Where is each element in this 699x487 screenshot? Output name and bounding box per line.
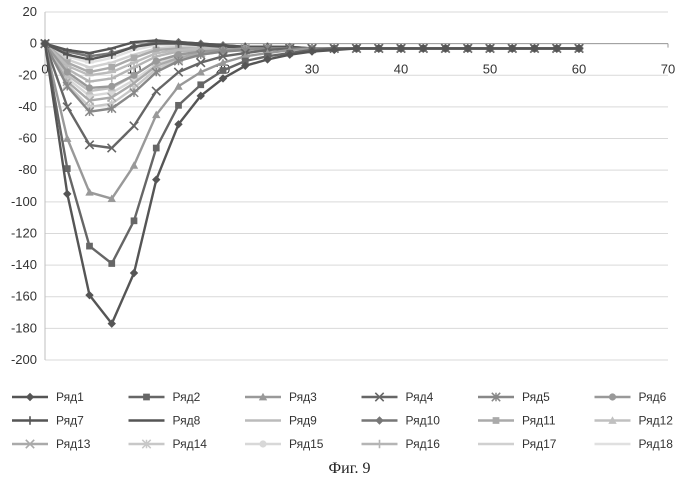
legend-item: Ряд11 [478, 414, 556, 428]
data-point [130, 269, 138, 277]
data-point [197, 81, 204, 88]
legend-label: Ряд13 [56, 437, 91, 451]
data-point [108, 64, 115, 71]
legend-label: Ряд16 [406, 437, 441, 451]
legend-item: Ряд9 [245, 414, 317, 428]
legend-label: Ряд1 [56, 390, 84, 404]
legend-label: Ряд6 [639, 390, 667, 404]
legend-label: Ряд8 [173, 414, 201, 428]
line-chart: 200-20-40-60-80-100-120-140-160-180-2000… [0, 0, 699, 460]
data-point [26, 416, 34, 424]
y-tick-label: -20 [18, 67, 37, 82]
y-tick-label: -200 [11, 352, 37, 367]
series-line [45, 44, 579, 148]
legend-label: Ряд15 [289, 437, 324, 451]
data-point [375, 440, 383, 448]
data-point [26, 393, 34, 401]
data-point [259, 440, 266, 447]
legend-item: Ряд3 [245, 390, 317, 404]
y-tick-label: 20 [23, 4, 37, 19]
legend-item: Ряд7 [12, 414, 84, 428]
legend-label: Ряд2 [173, 390, 201, 404]
x-tick-label: 70 [661, 62, 675, 77]
y-tick-label: -180 [11, 320, 37, 335]
y-tick-label: -40 [18, 99, 37, 114]
data-point [131, 217, 138, 224]
legend-item: Ряд18 [595, 437, 674, 451]
data-point [143, 394, 150, 401]
y-tick-label: -140 [11, 257, 37, 272]
x-tick-label: 30 [305, 62, 319, 77]
legend-item: Ряд13 [12, 437, 91, 451]
data-point [86, 84, 93, 91]
legend-item: Ряд6 [595, 390, 667, 404]
y-tick-label: -100 [11, 194, 37, 209]
x-tick-label: 60 [572, 62, 586, 77]
legend-item: Ряд2 [129, 390, 201, 404]
data-point [108, 260, 115, 267]
legend-label: Ряд12 [639, 414, 674, 428]
legend-label: Ряд3 [289, 390, 317, 404]
data-point [130, 72, 137, 79]
data-point [493, 417, 500, 424]
legend-item: Ряд1 [12, 390, 84, 404]
legend-item: Ряд10 [362, 414, 441, 428]
data-point [130, 88, 138, 96]
legend-item: Ряд15 [245, 437, 324, 451]
data-point [152, 87, 160, 95]
data-point [375, 416, 383, 424]
data-point [86, 243, 93, 250]
series-group [41, 38, 583, 328]
x-tick-label: 50 [483, 62, 497, 77]
data-point [609, 393, 616, 400]
data-point [130, 122, 138, 130]
y-tick-label: -120 [11, 225, 37, 240]
y-tick-label: -60 [18, 131, 37, 146]
legend-label: Ряд9 [289, 414, 317, 428]
legend-item: Ряд16 [362, 437, 441, 451]
data-point [130, 161, 138, 169]
legend-item: Ряд12 [595, 414, 674, 428]
legend-label: Ряд10 [406, 414, 441, 428]
y-tick-label: -80 [18, 162, 37, 177]
legend-item: Ряд17 [478, 437, 557, 451]
legend-label: Ряд14 [173, 437, 208, 451]
legend-item: Ряд5 [478, 390, 550, 404]
legend-label: Ряд18 [639, 437, 674, 451]
legend-label: Ряд4 [406, 390, 434, 404]
legend-label: Ряд11 [522, 414, 556, 428]
legend-item: Ряд8 [129, 414, 201, 428]
x-tick-label: 40 [394, 62, 408, 77]
y-tick-label: 0 [30, 36, 37, 51]
legend-label: Ряд5 [522, 390, 550, 404]
data-point [153, 145, 160, 152]
data-point [64, 69, 71, 76]
legend-label: Ряд7 [56, 414, 84, 428]
legend-item: Ряд14 [129, 437, 208, 451]
data-point [220, 67, 227, 74]
data-point [175, 102, 182, 109]
data-point [63, 190, 71, 198]
data-point [108, 83, 115, 90]
y-tick-label: -160 [11, 289, 37, 304]
legend: Ряд1 Ряд2 Ряд3 Ряд4 Ряд5 Ряд6 Ряд7 Ряд8 Ряд9 Ряд1… [12, 390, 673, 451]
legend-item: Ряд4 [362, 390, 434, 404]
data-point [152, 175, 160, 183]
data-point [153, 57, 160, 64]
legend-label: Ряд17 [522, 437, 557, 451]
data-point [131, 55, 138, 62]
figure-caption: Фиг. 9 [0, 460, 699, 478]
